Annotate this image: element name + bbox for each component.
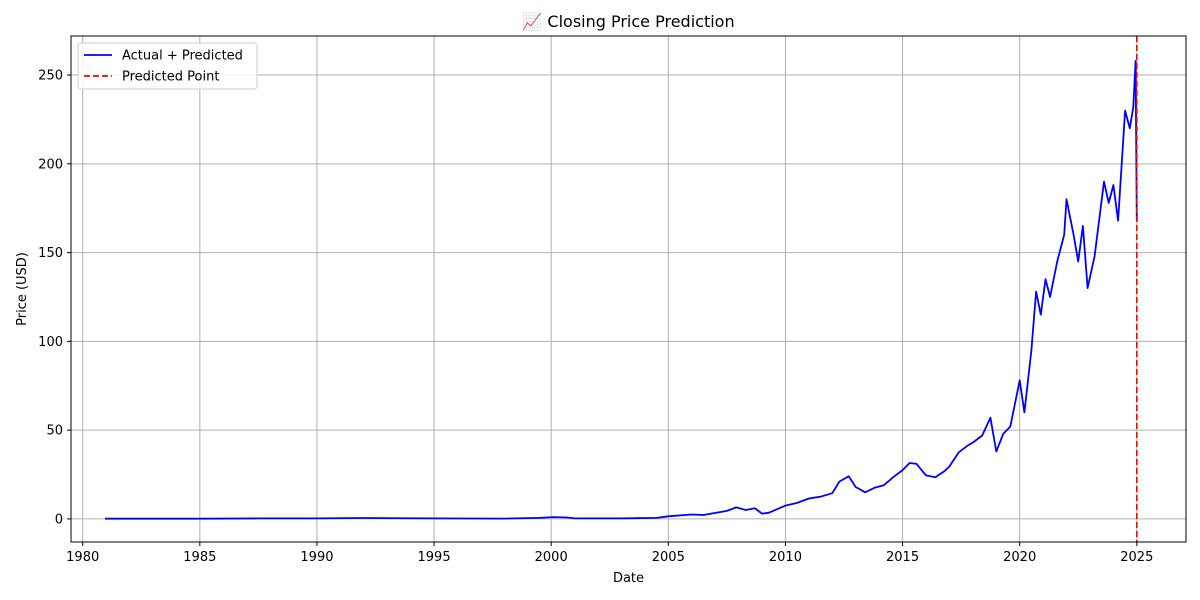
x-tick-label: 2020 xyxy=(1003,550,1036,565)
y-tick-label: 0 xyxy=(55,512,63,527)
legend-box xyxy=(77,42,258,90)
x-tick-label: 2005 xyxy=(652,550,685,565)
y-tick-label: 50 xyxy=(46,424,63,439)
x-tick-label: 1990 xyxy=(300,550,333,565)
x-axis-label: Date xyxy=(613,571,644,586)
series-line-actual-predicted xyxy=(105,60,1138,520)
y-tick-label: 100 xyxy=(38,335,63,350)
y-tick-label: 250 xyxy=(38,69,63,84)
plot-frame xyxy=(70,35,1187,543)
x-tick-label: 1995 xyxy=(418,550,451,565)
legend-label: Actual + Predicted xyxy=(122,49,243,64)
x-tick-label: 2000 xyxy=(535,550,568,565)
x-tick-label: 1980 xyxy=(66,550,99,565)
y-tick-label: 200 xyxy=(38,157,63,172)
series-layer xyxy=(105,36,1138,542)
legend-label: Predicted Point xyxy=(122,70,219,85)
chart-title: 📈 Closing Price Prediction xyxy=(522,12,734,31)
y-tick-label: 150 xyxy=(38,246,63,261)
x-tick-label: 1985 xyxy=(183,550,216,565)
x-tick-label: 2015 xyxy=(886,550,919,565)
x-tick-label: 2010 xyxy=(769,550,802,565)
x-tick-label: 2025 xyxy=(1120,550,1153,565)
legend: Actual + Predicted Predicted Point xyxy=(77,42,258,90)
y-axis-label: Price (USD) xyxy=(15,252,30,326)
ticks: 1980 1985 1990 1995 2000 2005 2010 2015 2020 2025… xyxy=(38,69,1153,565)
